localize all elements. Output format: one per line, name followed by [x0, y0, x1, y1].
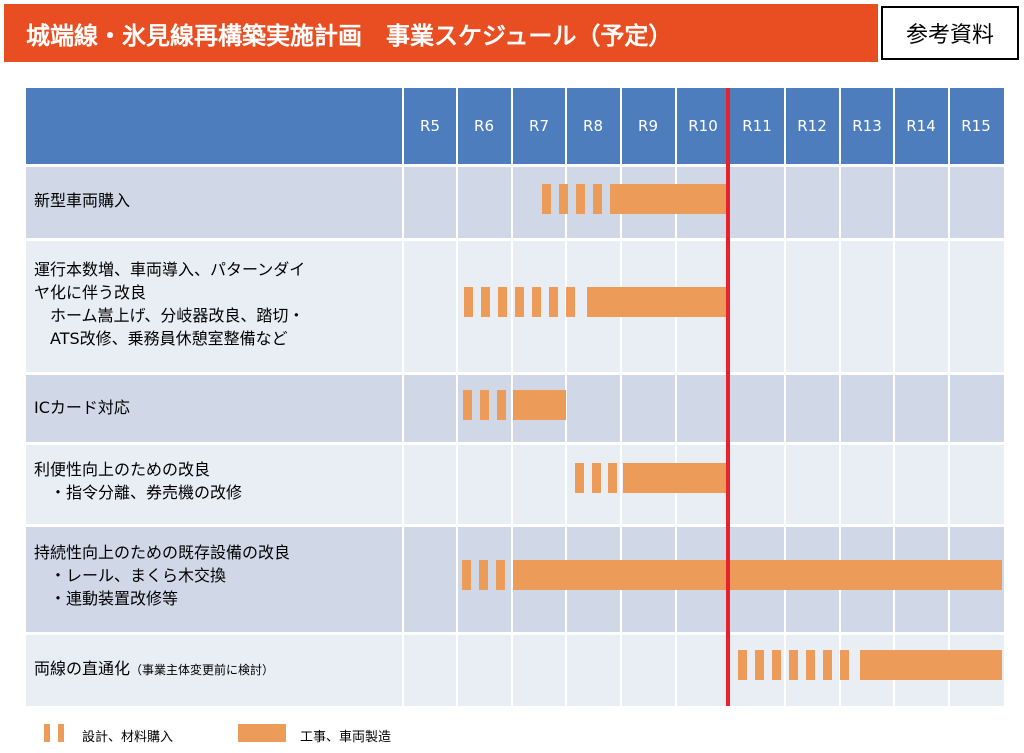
grid-vline — [456, 88, 458, 706]
grid-vline — [620, 88, 622, 706]
row-label-line: ・レール、まくら木交換 — [34, 566, 227, 585]
year-header-r15: R15 — [961, 117, 991, 135]
design-bar-segment — [549, 287, 558, 317]
design-bar-segment — [479, 560, 488, 590]
row-label-service-increase: 運行本数増、車両導入、パターンダイ ヤ化に伴う改良 ホーム嵩上げ、分岐器改良、踏… — [34, 258, 305, 350]
page-title-text: 城端線・氷見線再構築実施計画 事業スケジュール（予定） — [26, 21, 673, 50]
design-bar-segment — [823, 650, 832, 680]
year-header-r14: R14 — [906, 117, 936, 135]
grid-vline — [675, 88, 677, 706]
row-label-line: ホーム嵩上げ、分岐器改良、踏切・ — [34, 306, 305, 325]
design-bar-segment — [755, 650, 764, 680]
design-bar-segment — [840, 650, 849, 680]
grid-vline — [784, 88, 786, 706]
year-header-r9: R9 — [638, 117, 658, 135]
row-label-line: ・連動装置改修等 — [34, 589, 179, 608]
row-label-new-vehicles: 新型車両購入 — [34, 189, 130, 212]
design-bar-segment — [789, 650, 798, 680]
row-label-line: ・指令分離、券売機の改修 — [34, 483, 243, 502]
grid-hline — [26, 238, 1004, 241]
grid-vline — [402, 88, 404, 706]
construction-bar — [860, 650, 1002, 680]
row-label-note: （事業主体変更前に検討） — [130, 663, 275, 677]
row-label-line: 持続性向上のための既存設備の改良 — [34, 543, 291, 562]
row-label-main: 両線の直通化 — [34, 659, 131, 678]
page-title: 城端線・氷見線再構築実施計画 事業スケジュール（予定） — [4, 4, 878, 62]
grid-hline — [26, 524, 1004, 527]
row-label-ic-card: ICカード対応 — [34, 396, 130, 419]
legend-design-swatch — [58, 724, 64, 742]
reference-badge: 参考資料 — [881, 6, 1019, 60]
row-label-sustainability: 持続性向上のための既存設備の改良 ・レール、まくら木交換 ・連動装置改修等 — [34, 541, 290, 610]
grid-vline — [511, 88, 513, 706]
design-bar-segment — [464, 287, 473, 317]
row-label-convenience: 利便性向上のための改良 ・指令分離、券売機の改修 — [34, 458, 242, 504]
legend-design-swatch — [44, 724, 50, 742]
row-label-line: ICカード対応 — [34, 398, 130, 417]
design-bar-segment — [497, 390, 506, 420]
year-header-r7: R7 — [529, 117, 549, 135]
year-header-r6: R6 — [474, 117, 494, 135]
design-bar-segment — [532, 287, 541, 317]
row-label-through-service: 両線の直通化（事業主体変更前に検討） — [34, 657, 274, 682]
design-bar-segment — [498, 287, 507, 317]
row-label-line: ヤ化に伴う改良 — [34, 283, 147, 302]
design-bar-segment — [515, 287, 524, 317]
design-bar-segment — [806, 650, 815, 680]
row-label-line: 運行本数増、車両導入、パターンダイ — [34, 260, 306, 279]
legend-design-label: 設計、材料購入 — [82, 730, 174, 745]
row-bg-1 — [26, 166, 1004, 238]
year-header-r10: R10 — [688, 117, 718, 135]
construction-bar — [513, 390, 566, 420]
grid-hline — [26, 632, 1004, 635]
grid-vline — [565, 88, 567, 706]
reference-badge-label: 参考資料 — [905, 23, 994, 48]
year-header-r13: R13 — [852, 117, 882, 135]
current-time-line — [726, 88, 730, 706]
row-bg-4 — [26, 444, 1004, 524]
design-bar-segment — [576, 184, 585, 214]
design-bar-segment — [496, 560, 505, 590]
legend-construction-swatch — [238, 724, 286, 742]
legend-construction-label: 工事、車両製造 — [300, 730, 392, 745]
grid-vline — [948, 88, 950, 706]
year-header-r12: R12 — [797, 117, 827, 135]
row-label-line: ATS改修、乗務員休憩室整備など — [34, 329, 288, 348]
design-bar-segment — [542, 184, 551, 214]
year-header-r5: R5 — [420, 117, 440, 135]
construction-bar — [587, 287, 726, 317]
construction-bar — [623, 463, 726, 493]
grid-hline — [26, 164, 1004, 167]
design-bar-segment — [738, 650, 747, 680]
row-label-line: 利便性向上のための改良 — [34, 460, 211, 479]
construction-bar — [513, 560, 1002, 590]
design-bar-segment — [608, 463, 617, 493]
design-bar-segment — [575, 463, 584, 493]
grid-vline — [839, 88, 841, 706]
year-header-r11: R11 — [742, 117, 772, 135]
grid-vline — [893, 88, 895, 706]
table-header — [26, 88, 1004, 164]
design-bar-segment — [593, 184, 602, 214]
design-bar-segment — [481, 287, 490, 317]
design-bar-segment — [772, 650, 781, 680]
design-bar-segment — [592, 463, 601, 493]
design-bar-segment — [559, 184, 568, 214]
construction-bar — [610, 184, 726, 214]
grid-hline — [26, 372, 1004, 375]
design-bar-segment — [462, 560, 471, 590]
row-label-line: 新型車両購入 — [34, 191, 131, 210]
design-bar-segment — [566, 287, 575, 317]
design-bar-segment — [463, 390, 472, 420]
design-bar-segment — [480, 390, 489, 420]
year-header-r8: R8 — [583, 117, 603, 135]
grid-hline — [26, 442, 1004, 445]
